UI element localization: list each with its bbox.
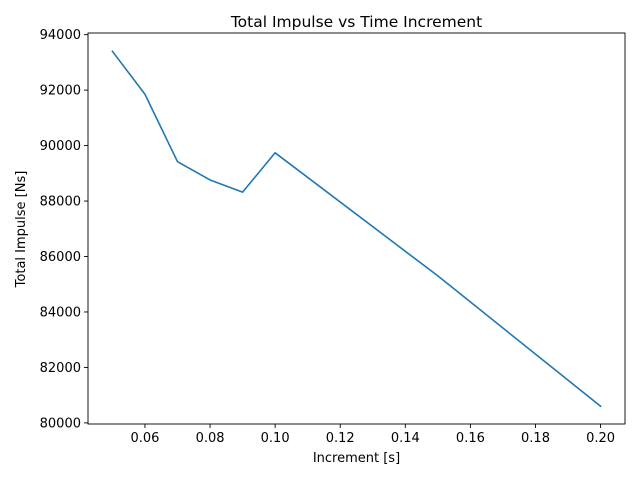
plot-area [87,32,626,425]
x-axis-label: Increment [s] [313,451,400,466]
x-tick-label: 0.10 [261,431,290,446]
y-tick-label: 94000 [40,28,81,43]
chart-title: Total Impulse vs Time Increment [230,13,482,31]
y-tick-label: 84000 [40,305,81,320]
y-tick-label: 86000 [40,250,81,265]
series-line-0 [111,50,602,408]
x-tick-label: 0.16 [456,431,485,446]
x-tick-label: 0.08 [196,431,225,446]
axes-frame [87,32,626,425]
x-tick-label: 0.12 [326,431,355,446]
y-axis-ticks: 80000 82000 84000 86000 88000 90000 92000 94000 [40,28,88,431]
y-tick-label: 92000 [40,84,81,99]
x-tick-label: 0.20 [586,431,615,446]
y-tick-label: 90000 [40,139,81,154]
y-axis-label: Total Impulse [Ns] [14,171,29,289]
x-tick-label: 0.06 [130,431,159,446]
x-tick-label: 0.18 [521,431,550,446]
y-tick-label: 88000 [40,195,81,210]
x-tick-label: 0.14 [391,431,420,446]
y-tick-label: 82000 [40,361,81,376]
y-tick-label: 80000 [40,416,81,431]
x-axis-ticks: 0.06 0.08 0.10 0.12 0.14 0.16 0.18 0.20 [130,424,615,446]
